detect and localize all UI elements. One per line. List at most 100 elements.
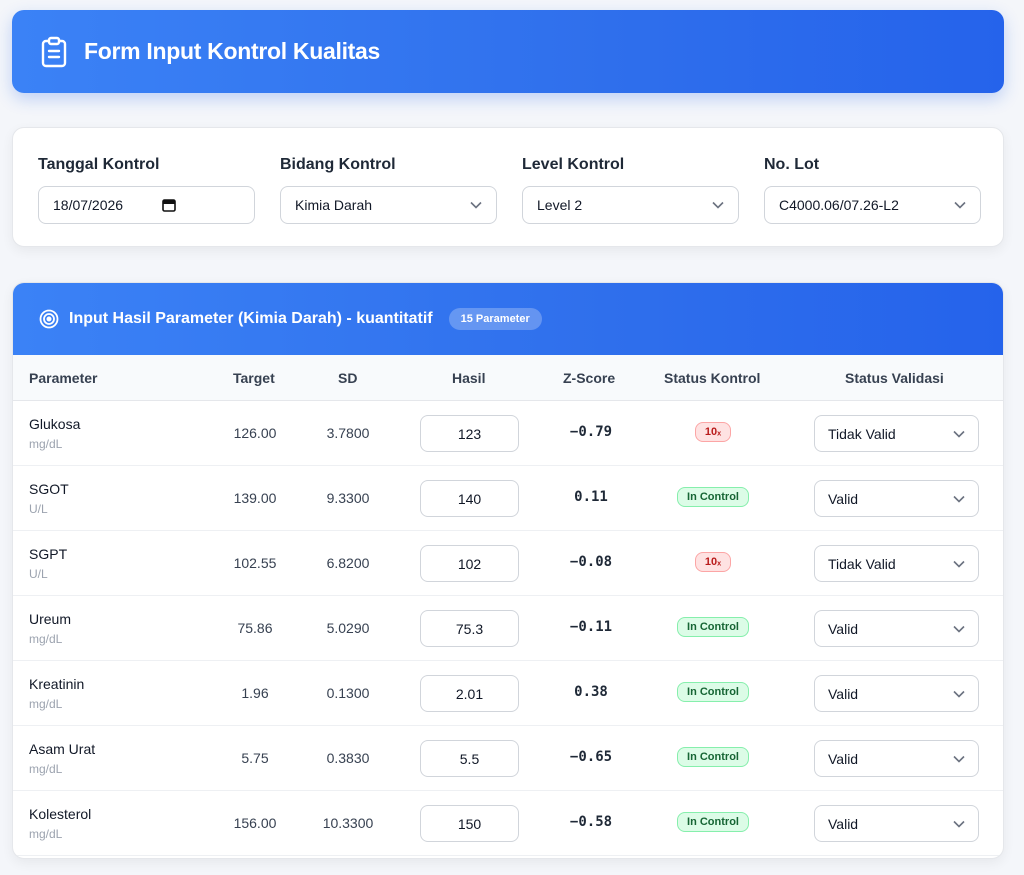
status-cell: In Control bbox=[649, 812, 777, 832]
tanggal-label: Tanggal Kontrol bbox=[38, 156, 160, 173]
chevron-down-icon bbox=[953, 690, 965, 698]
hasil-input[interactable]: 123 bbox=[420, 415, 519, 452]
sd-value: 0.1300 bbox=[326, 685, 370, 701]
chevron-down-icon bbox=[470, 201, 482, 209]
col-sd: SD bbox=[338, 370, 358, 386]
sd-value: 10.3300 bbox=[322, 815, 374, 831]
filter-tanggal: Tanggal Kontrol 18/07/2026 bbox=[38, 156, 255, 224]
zscore-value: 0.38 bbox=[574, 684, 608, 700]
filter-level: Level Kontrol Level 2 bbox=[522, 156, 739, 224]
parameter-name: Kreatinin bbox=[29, 676, 85, 692]
target-value: 5.75 bbox=[241, 750, 269, 766]
parameter-count-badge: 15 Parameter bbox=[448, 308, 542, 330]
target-value: 75.86 bbox=[237, 620, 273, 636]
chevron-down-icon bbox=[953, 625, 965, 633]
sd-value: 0.3830 bbox=[326, 750, 370, 766]
filter-card: Tanggal Kontrol 18/07/2026 Bidang Kontro… bbox=[12, 127, 1004, 247]
parameter-name: SGOT bbox=[29, 481, 69, 497]
hasil-input[interactable]: 5.5 bbox=[420, 740, 519, 777]
panel-title: Input Hasil Parameter (Kimia Darah) - ku… bbox=[69, 310, 433, 327]
parameter-name: Glukosa bbox=[29, 416, 81, 432]
page-header: Form Input Kontrol Kualitas bbox=[12, 10, 1004, 93]
chevron-down-icon bbox=[953, 820, 965, 828]
panel-header: Input Hasil Parameter (Kimia Darah) - ku… bbox=[13, 283, 1003, 355]
status-cell: 10ₓ bbox=[649, 552, 777, 572]
col-status: Status Kontrol bbox=[664, 370, 761, 386]
sd-value: 6.8200 bbox=[326, 555, 370, 571]
target-icon bbox=[39, 309, 59, 329]
table-row: SGPT U/L 102.55 6.8200 102 −0.08 10ₓ Tid… bbox=[13, 531, 1003, 596]
col-target: Target bbox=[233, 370, 275, 386]
bidang-label: Bidang Kontrol bbox=[280, 156, 396, 173]
parameter-name: Ureum bbox=[29, 611, 72, 627]
status-badge: 10ₓ bbox=[694, 422, 732, 442]
chevron-down-icon bbox=[953, 495, 965, 503]
status-badge: In Control bbox=[677, 487, 749, 507]
status-badge: In Control bbox=[677, 747, 749, 767]
target-value: 1.96 bbox=[241, 685, 269, 701]
parameter-name: Asam Urat bbox=[29, 741, 96, 757]
target-value: 139.00 bbox=[233, 490, 277, 506]
validasi-select[interactable]: Valid bbox=[814, 480, 979, 517]
status-badge: In Control bbox=[677, 617, 749, 637]
hasil-input[interactable]: 140 bbox=[420, 480, 519, 517]
col-hasil: Hasil bbox=[452, 370, 486, 386]
target-value: 126.00 bbox=[233, 425, 277, 441]
validasi-select[interactable]: Tidak Valid bbox=[814, 415, 979, 452]
parameter-panel: Input Hasil Parameter (Kimia Darah) - ku… bbox=[12, 282, 1004, 859]
col-parameter: Parameter bbox=[29, 370, 98, 386]
validasi-value: Valid bbox=[828, 750, 859, 767]
filter-bidang: Bidang Kontrol Kimia Darah bbox=[280, 156, 497, 224]
target-value: 156.00 bbox=[233, 815, 277, 831]
parameter-unit: mg/dL bbox=[29, 697, 63, 711]
table-row: Ureum mg/dL 75.86 5.0290 75.3 −0.11 In C… bbox=[13, 596, 1003, 661]
hasil-input[interactable]: 2.01 bbox=[420, 675, 519, 712]
calendar-icon[interactable] bbox=[162, 198, 176, 212]
table-body: Glukosa mg/dL 126.00 3.7800 123 −0.79 10… bbox=[13, 401, 1003, 856]
validasi-select[interactable]: Tidak Valid bbox=[814, 545, 979, 582]
tanggal-input[interactable]: 18/07/2026 bbox=[38, 186, 255, 224]
validasi-select[interactable]: Valid bbox=[814, 610, 979, 647]
lot-label: No. Lot bbox=[764, 156, 820, 173]
parameter-unit: mg/dL bbox=[29, 762, 63, 776]
zscore-value: 0.11 bbox=[574, 489, 608, 505]
parameter-unit: mg/dL bbox=[29, 632, 63, 646]
status-cell: In Control bbox=[649, 487, 777, 507]
hasil-input[interactable]: 102 bbox=[420, 545, 519, 582]
col-zscore: Z-Score bbox=[563, 370, 616, 386]
zscore-value: −0.58 bbox=[569, 814, 613, 830]
validasi-select[interactable]: Valid bbox=[814, 675, 979, 712]
bidang-select[interactable]: Kimia Darah bbox=[280, 186, 497, 224]
validasi-select[interactable]: Valid bbox=[814, 740, 979, 777]
parameter-unit: U/L bbox=[29, 502, 48, 516]
chevron-down-icon bbox=[953, 755, 965, 763]
sd-value: 3.7800 bbox=[326, 425, 370, 441]
parameter-name: SGPT bbox=[29, 546, 68, 562]
validasi-select[interactable]: Valid bbox=[814, 805, 979, 842]
chevron-down-icon bbox=[712, 201, 724, 209]
validasi-value: Valid bbox=[828, 685, 859, 702]
status-badge: In Control bbox=[677, 682, 749, 702]
col-validasi: Status Validasi bbox=[845, 370, 944, 386]
parameter-unit: mg/dL bbox=[29, 827, 63, 841]
sd-value: 9.3300 bbox=[326, 490, 370, 506]
table-header: Parameter Target SD Hasil Z-Score Status… bbox=[13, 355, 1003, 401]
validasi-value: Tidak Valid bbox=[828, 425, 896, 442]
table-row: SGOT U/L 139.00 9.3300 140 0.11 In Contr… bbox=[13, 466, 1003, 531]
validasi-value: Tidak Valid bbox=[828, 555, 896, 572]
lot-select[interactable]: C4000.06/07.26-L2 bbox=[764, 186, 981, 224]
lot-value: C4000.06/07.26-L2 bbox=[779, 197, 899, 213]
chevron-down-icon bbox=[954, 201, 966, 209]
validasi-value: Valid bbox=[828, 620, 859, 637]
level-select[interactable]: Level 2 bbox=[522, 186, 739, 224]
table-row: Kolesterol mg/dL 156.00 10.3300 150 −0.5… bbox=[13, 791, 1003, 856]
target-value: 102.55 bbox=[233, 555, 277, 571]
hasil-input[interactable]: 150 bbox=[420, 805, 519, 842]
table-row: Asam Urat mg/dL 5.75 0.3830 5.5 −0.65 In… bbox=[13, 726, 1003, 791]
table-row: Kreatinin mg/dL 1.96 0.1300 2.01 0.38 In… bbox=[13, 661, 1003, 726]
parameter-name: Kolesterol bbox=[29, 806, 92, 822]
zscore-value: −0.11 bbox=[569, 619, 613, 635]
page-title: Form Input Kontrol Kualitas bbox=[84, 38, 380, 64]
validasi-value: Valid bbox=[828, 490, 859, 507]
hasil-input[interactable]: 75.3 bbox=[420, 610, 519, 647]
